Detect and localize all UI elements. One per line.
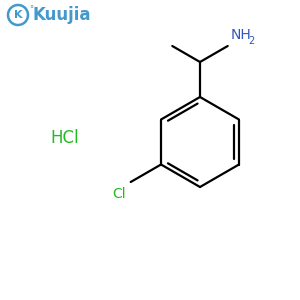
Text: 2: 2	[249, 36, 255, 46]
Text: °: °	[29, 5, 33, 14]
Text: Kuujia: Kuujia	[32, 6, 91, 24]
Text: Cl: Cl	[112, 187, 126, 201]
Text: NH: NH	[231, 28, 251, 42]
Text: K: K	[14, 10, 22, 20]
Text: HCl: HCl	[51, 129, 79, 147]
